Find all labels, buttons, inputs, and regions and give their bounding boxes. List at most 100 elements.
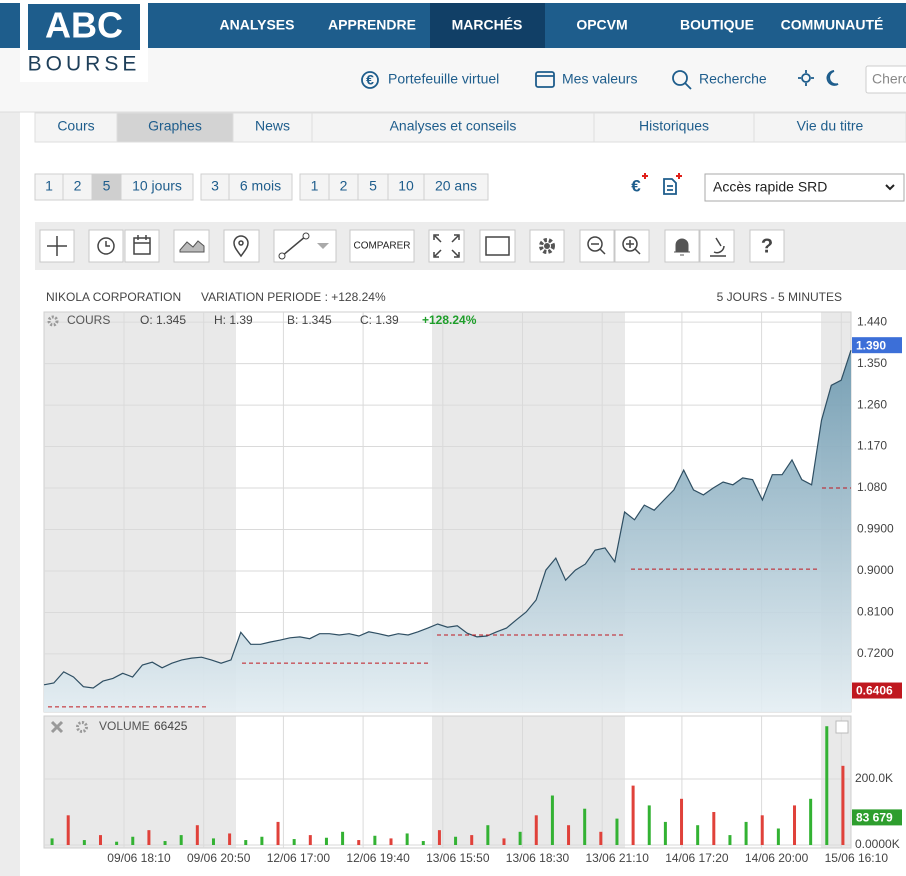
y-tick-label: 1.440 (857, 314, 887, 328)
tabs: Cours Graphes News Analyses et conseils Hist… (34, 112, 906, 143)
tool-analysis[interactable] (699, 229, 735, 263)
volume-series: VOLUME (99, 719, 150, 733)
compare-button-part (349, 229, 415, 263)
tab[interactable] (593, 112, 755, 143)
tool-clock[interactable] (88, 229, 124, 263)
search-placeholder: Cherc (872, 71, 906, 87)
nav-item[interactable]: APPRENDRE (328, 17, 416, 33)
value-tag (852, 809, 902, 826)
select-arrow (885, 184, 895, 191)
tool-settings[interactable] (529, 229, 565, 263)
period-button[interactable] (62, 173, 93, 201)
search-icon-part (684, 82, 692, 90)
add-euro-icon[interactable]: € (631, 173, 648, 195)
volume-bar (421, 841, 425, 845)
tab[interactable] (34, 112, 118, 143)
tab[interactable] (753, 112, 906, 143)
volume-bar (760, 815, 764, 845)
theme-icons[interactable] (798, 70, 839, 86)
y-tick-label: 0.8100 (857, 605, 894, 619)
nav-item[interactable]: ANALYSES (220, 17, 295, 33)
tool-alert[interactable] (664, 229, 700, 263)
period-button[interactable] (91, 173, 122, 201)
period-button[interactable] (299, 173, 330, 201)
volume-bar (728, 835, 732, 845)
price-area (44, 350, 851, 712)
add-doc-icon-part (663, 178, 677, 195)
period-button[interactable] (423, 173, 489, 201)
link-portfolio[interactable]: Portefeuille virtuel (388, 71, 499, 87)
period-text: 5 JOURS - 5 MINUTES (717, 290, 842, 304)
tool-zoom-out-part (579, 229, 615, 263)
y-tick-label: 0.7200 (857, 646, 894, 660)
tab-label: Analyses et conseils (390, 118, 517, 134)
x-tick-label: 09/06 18:10 (107, 851, 171, 865)
euro-icon-part: € (366, 72, 374, 88)
period-label: 1 (311, 178, 319, 194)
volume-box[interactable] (835, 720, 849, 734)
search-icon (672, 70, 692, 90)
subheader-bg (0, 48, 906, 112)
volume-bar (357, 840, 361, 845)
tool-settings-part (544, 243, 550, 249)
nav-item[interactable]: OPCVM (576, 17, 627, 33)
volume-gear[interactable] (76, 721, 88, 733)
period-button[interactable] (34, 173, 64, 201)
y-tick-label: 0.9000 (857, 563, 894, 577)
tool-analysis-part (699, 229, 735, 263)
search-input[interactable] (865, 65, 906, 94)
link-values[interactable]: Mes valeurs (562, 71, 637, 87)
volume-bar (615, 818, 619, 845)
stock-name: NIKOLA CORPORATION (46, 290, 181, 304)
legend-gear[interactable] (47, 315, 59, 327)
close-icon[interactable] (50, 720, 64, 734)
tool-crosshair[interactable] (39, 229, 75, 263)
compare-text: COMPARER (353, 241, 410, 252)
tool-zoom-in[interactable] (614, 229, 650, 263)
period-label: 10 jours (132, 178, 182, 194)
y-tick-label: 1.080 (857, 480, 887, 494)
quick-access-select[interactable] (704, 173, 905, 202)
tool-fullscreen[interactable] (428, 229, 465, 263)
add-doc-icon-part (667, 185, 673, 191)
tool-zoom-out[interactable] (579, 229, 615, 263)
tool-help[interactable]: ? (749, 229, 785, 263)
period-label: 20 ans (435, 178, 477, 194)
period-button[interactable] (120, 173, 194, 201)
tool-line-part (281, 235, 307, 257)
x-tick-label: 13/06 21:10 (585, 851, 649, 865)
price-chart: 1.440 1.350 1.260 1.170 1.080 0.9900 0.9000 0.8… (43, 311, 902, 713)
volume-bar (631, 785, 635, 845)
period-label: 1 (45, 178, 53, 194)
y-tick-label: 200.0K (855, 771, 893, 785)
period-button[interactable] (387, 173, 425, 201)
tool-frame[interactable] (479, 229, 516, 263)
tool-fullscreen-part (433, 234, 460, 258)
tab[interactable] (232, 112, 313, 143)
nav-item[interactable]: BOUTIQUE (680, 17, 754, 33)
period-label: 2 (340, 178, 348, 194)
volume-bar (470, 835, 474, 845)
chart-legend: COURS O: 1.345 H: 1.39 B: 1.345 C: 1.39 … (47, 313, 477, 327)
value-tag (852, 337, 902, 354)
tool-calendar[interactable] (124, 229, 160, 263)
link-search[interactable]: Recherche (699, 71, 767, 87)
euro-icon-part (361, 71, 379, 89)
tool-line-part (278, 252, 286, 260)
add-doc-icon[interactable] (663, 173, 682, 195)
tool-marker[interactable] (223, 229, 260, 263)
period-label: 5 (103, 178, 111, 194)
period-button[interactable] (357, 173, 389, 201)
nav-item[interactable]: MARCHÉS (452, 17, 523, 33)
tool-line[interactable] (273, 229, 337, 263)
volume-now: 66425 (154, 719, 188, 733)
volume-bar (647, 805, 651, 845)
tab[interactable] (311, 112, 595, 143)
tool-chart-type[interactable] (173, 229, 210, 263)
x-tick-label: 14/06 17:20 (665, 851, 729, 865)
period-button[interactable] (328, 173, 359, 201)
nav-item[interactable]: COMMUNAUTÉ (781, 17, 884, 33)
compare-button[interactable]: COMPARER (349, 229, 415, 263)
period-button[interactable] (228, 173, 293, 201)
